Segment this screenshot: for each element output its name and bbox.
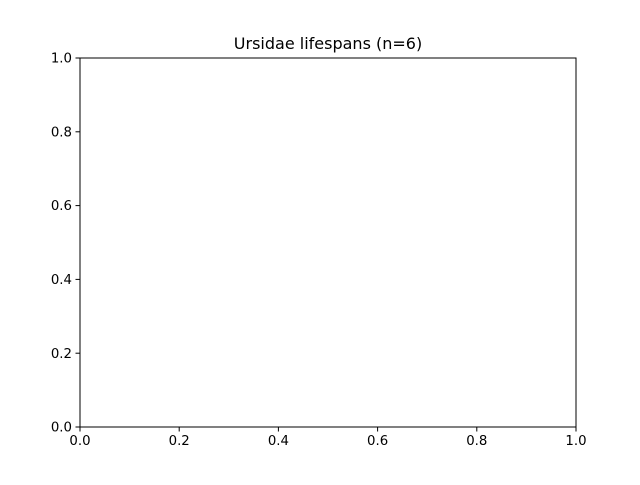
chart-title: Ursidae lifespans (n=6): [234, 34, 422, 53]
y-tick-label: 0.2: [51, 347, 72, 362]
x-tick-label: 0.8: [466, 434, 487, 449]
y-axis: 0.0 0.2 0.4 0.6 0.8 1.0: [51, 52, 80, 436]
x-tick-label: 0.4: [268, 434, 289, 449]
x-axis: 0.0 0.2 0.4 0.6 0.8 1.0: [69, 427, 587, 449]
x-tick-label: 0.2: [169, 434, 190, 449]
x-tick-label: 0.6: [367, 434, 388, 449]
y-tick-label: 0.6: [51, 199, 72, 214]
x-tick-label: 0.0: [69, 434, 90, 449]
y-tick-label: 0.4: [51, 273, 72, 288]
x-tick-label: 1.0: [565, 434, 586, 449]
y-tick-label: 1.0: [51, 52, 72, 67]
plot-area: [79, 57, 577, 428]
axes-frame: [79, 57, 577, 428]
y-tick-label: 0.8: [51, 125, 72, 140]
y-tick-label: 0.0: [51, 421, 72, 436]
